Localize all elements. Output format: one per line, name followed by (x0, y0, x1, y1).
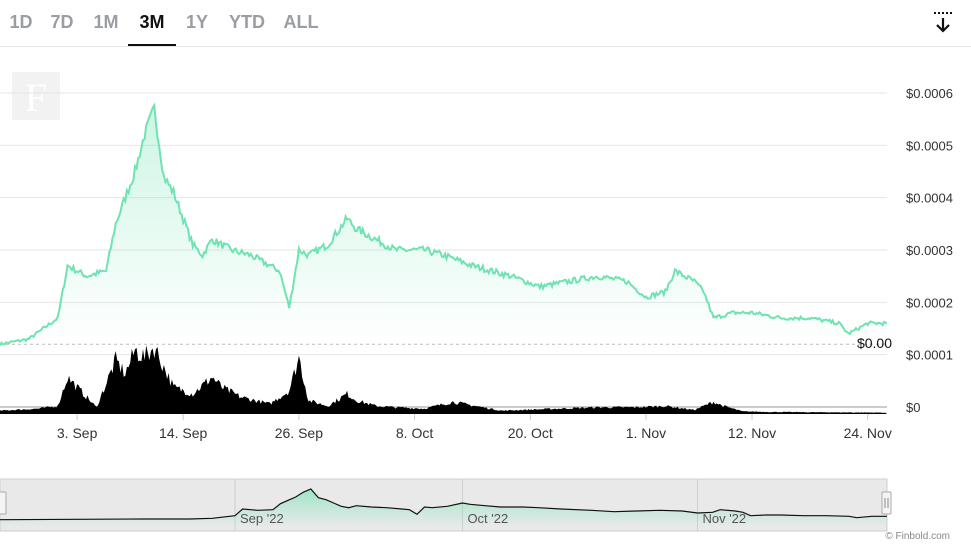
tab-1m[interactable]: 1M (93, 12, 119, 32)
navigator-handle-left[interactable] (0, 491, 7, 515)
x-tick-label: 20. Oct (508, 425, 553, 441)
finbold-logo: F (12, 72, 60, 120)
credit-text: © Finbold.com (885, 531, 950, 542)
x-tick-label: 26. Sep (275, 425, 323, 441)
x-tick-label: 14. Sep (159, 425, 207, 441)
y-tick-label: $0.0003 (906, 243, 953, 258)
price-chart: F $0 $0.0001 $0.0002 $0.0003 $0.0004 $0.0005 $… (0, 72, 953, 532)
current-price-label: $0.00 (857, 335, 892, 351)
tab-7d[interactable]: 7D (50, 12, 74, 32)
tab-1d[interactable]: 1D (9, 12, 33, 32)
navigator-line (0, 488, 887, 521)
x-tick-label: 24. Nov (844, 425, 892, 441)
y-tick-label: $0.0002 (906, 295, 953, 310)
tab-1y[interactable]: 1Y (185, 12, 209, 32)
range-tabs: 1D 7D 1M 3M 1Y YTD ALL (0, 0, 971, 47)
y-tick-label: $0.0005 (906, 138, 953, 153)
y-tick-label: $0.0006 (906, 86, 953, 101)
price-area (0, 105, 887, 346)
logo-letter: F (25, 75, 47, 120)
x-tick-label: 3. Sep (57, 425, 98, 441)
price-line (0, 102, 888, 347)
y-tick-label: $0.0004 (906, 191, 953, 206)
navigator-handle-right[interactable] (881, 491, 892, 515)
navigator[interactable]: Sep '22 Oct '22 Nov '22 (0, 478, 892, 532)
volume-area (0, 345, 887, 414)
x-tick-label: 1. Nov (626, 425, 666, 441)
tab-3m[interactable]: 3M (128, 0, 176, 46)
x-tick-label: 8. Oct (396, 425, 433, 441)
tab-ytd[interactable]: YTD (229, 12, 265, 32)
x-tick-label: 12. Nov (728, 425, 776, 441)
navigator-label: Sep '22 (240, 511, 284, 526)
navigator-label: Nov '22 (702, 511, 746, 526)
tab-all[interactable]: ALL (283, 12, 319, 32)
y-tick-label: $0.0001 (906, 348, 953, 363)
download-icon[interactable] (930, 10, 956, 36)
y-tick-label: $0 (906, 400, 920, 415)
navigator-label: Oct '22 (467, 511, 508, 526)
